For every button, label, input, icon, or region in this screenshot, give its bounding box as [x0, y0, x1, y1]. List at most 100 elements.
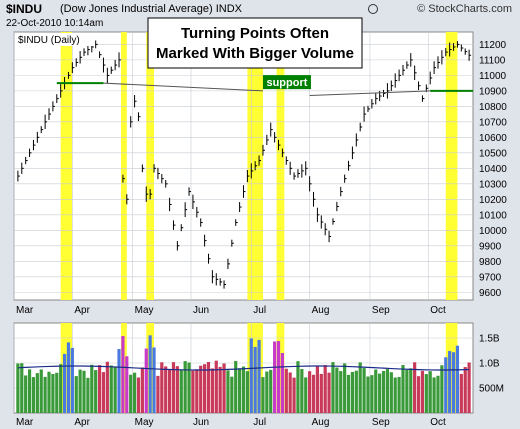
volume-bar: [253, 346, 257, 413]
volume-bar: [436, 375, 440, 413]
volume-bar: [350, 371, 355, 413]
volume-bar: [370, 375, 374, 413]
volume-bar: [366, 376, 370, 413]
price-tick-label: 9700: [479, 272, 502, 283]
month-tick-label: Aug: [312, 417, 330, 428]
volume-bar: [257, 339, 261, 413]
price-tick-label: 10700: [479, 117, 507, 128]
volume-bar: [261, 377, 265, 413]
volume-bar: [86, 377, 90, 413]
volume-bar: [148, 335, 152, 413]
highlight-band-price: [120, 32, 127, 300]
volume-bar: [105, 361, 109, 413]
support-lines: support: [56, 75, 473, 97]
volume-bar: [140, 367, 144, 413]
month-tick-label: Jun: [193, 305, 209, 316]
highlight-band-price: [445, 32, 458, 300]
exchange-label: INDX: [215, 3, 242, 15]
volume-bar: [296, 361, 300, 413]
month-tick-label: May: [135, 417, 154, 428]
volume-bar: [428, 371, 432, 413]
volume-bar: [451, 352, 456, 413]
volume-bar: [409, 368, 413, 413]
support-label: support: [266, 77, 307, 89]
symbol-description: (Dow Jones Industrial Average) INDX: [60, 3, 242, 15]
volume-bar: [191, 370, 195, 413]
volume-bar: [339, 371, 343, 413]
month-tick-label: Apr: [74, 417, 90, 428]
volume-bar: [467, 362, 471, 413]
volume-bar: [90, 364, 94, 413]
volume-tick-label: 1.5B: [479, 334, 500, 345]
highlight-band-price: [146, 32, 155, 300]
volume-x-axis: Mar Apr May Jun Jul Aug Sep Oct: [16, 417, 446, 428]
volume-bar: [187, 362, 191, 413]
volume-bar: [385, 369, 390, 413]
volume-bar: [171, 362, 176, 413]
volume-bar: [31, 377, 36, 413]
volume-bar: [455, 345, 460, 413]
month-tick-label: Jul: [253, 305, 266, 316]
volume-bar: [280, 352, 284, 413]
volume-bar: [210, 368, 214, 413]
volume-bar: [245, 371, 249, 413]
price-tick-label: 10600: [479, 133, 507, 144]
volume-bar: [308, 371, 312, 413]
volume-bar: [109, 365, 113, 413]
volume-bar: [288, 372, 292, 413]
volume-bar: [416, 376, 421, 413]
volume-bar: [331, 362, 335, 413]
volume-bar: [129, 374, 133, 413]
brand-label[interactable]: © StockCharts.com: [417, 3, 512, 15]
price-tick-label: 10200: [479, 195, 507, 206]
volume-bar: [27, 369, 32, 413]
volume-bar: [39, 369, 43, 413]
month-tick-label: Oct: [430, 417, 446, 428]
volume-bar: [74, 376, 78, 413]
volume-bar: [413, 362, 417, 413]
price-tick-label: 9600: [479, 288, 502, 299]
volume-moving-average: [17, 365, 470, 371]
volume-bar: [249, 338, 253, 413]
volume-bar: [381, 370, 386, 413]
volume-bar: [448, 351, 452, 413]
volume-bar: [226, 370, 230, 413]
volume-bar: [269, 369, 273, 413]
volume-bar: [343, 363, 347, 413]
volume-bar: [401, 365, 405, 413]
volume-bar: [55, 372, 59, 413]
price-y-axis: 9600 9700 9800 9900 10000 10100 10200 10300 1040…: [479, 40, 507, 299]
volume-bar: [311, 374, 316, 413]
highlight-band-volume: [60, 323, 73, 413]
volume-bar: [179, 369, 183, 413]
volume-bar: [66, 342, 71, 413]
volume-bar: [51, 373, 55, 413]
volume-tick-label: 500M: [479, 384, 504, 395]
month-tick-label: Aug: [312, 305, 330, 316]
volume-bar: [160, 362, 164, 413]
volume-bar: [164, 366, 168, 413]
price-tick-label: 11100: [479, 55, 506, 66]
volume-bar: [199, 365, 203, 413]
highlight-band-price: [276, 32, 285, 300]
volume-bar: [358, 362, 362, 413]
price-legend: $INDU (Daily): [18, 35, 80, 46]
annotation-box: Turning Points Often Marked With Bigger …: [147, 17, 363, 69]
volume-bar: [389, 372, 393, 413]
volume-bars: [16, 335, 471, 413]
circle-c-icon: [368, 4, 378, 14]
volume-bar: [346, 374, 351, 413]
volume-bar: [113, 366, 117, 413]
volume-bar: [304, 377, 308, 413]
volume-bar: [424, 374, 428, 413]
volume-bar: [20, 363, 24, 413]
timestamp: 22-Oct-2010 10:14am: [6, 18, 104, 29]
volume-bar: [206, 361, 211, 413]
volume-bar: [292, 377, 296, 413]
volume-bar: [300, 368, 304, 413]
volume-bar: [397, 376, 401, 413]
month-tick-label: Mar: [16, 305, 34, 316]
volume-bar: [97, 365, 102, 413]
